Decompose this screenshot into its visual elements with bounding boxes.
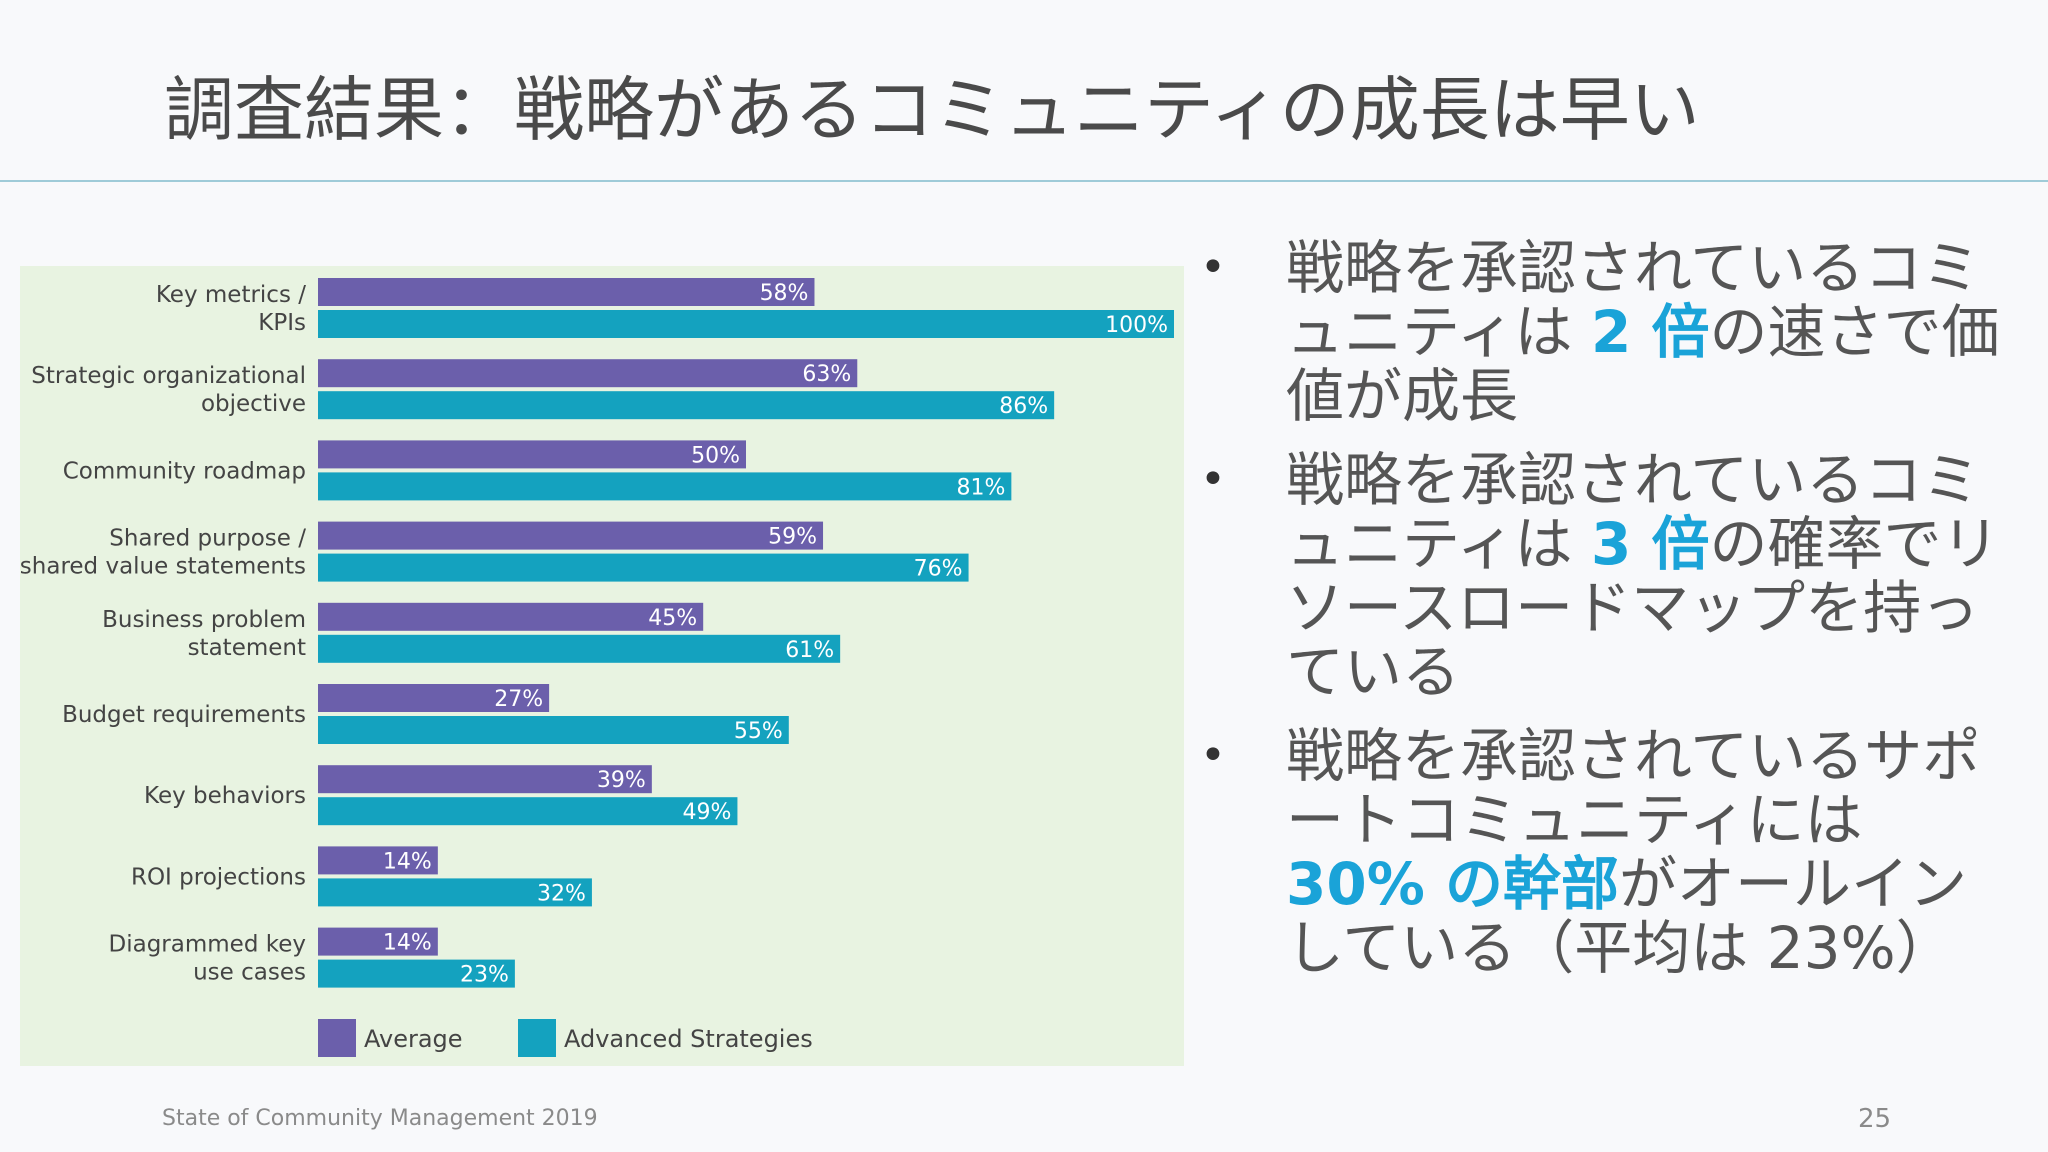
bar-advanced (318, 553, 969, 582)
bar-value-label: 50% (691, 443, 740, 468)
bar-value-label: 32% (537, 881, 586, 906)
bar-advanced (318, 797, 738, 826)
bar-average (318, 440, 746, 469)
bullet-highlight: 2 倍 (1590, 298, 1710, 366)
bar-value-label: 63% (802, 362, 851, 387)
category-label: Community roadmap (63, 458, 306, 484)
bullet-item: • 戦略を承認されているコミュニティは 2 倍の速さで価値が成長 (1190, 236, 2040, 428)
bullet-highlight: 3 倍 (1590, 510, 1710, 578)
bar-average (318, 521, 824, 550)
bullet-highlight: 30% の幹部 (1286, 850, 1620, 918)
title-divider (0, 180, 2048, 182)
category-label: Key behaviors (144, 783, 306, 809)
bullet-dot-icon: • (1200, 242, 1226, 293)
bar-value-label: 76% (914, 557, 963, 582)
bullet-list: • 戦略を承認されているコミュニティは 2 倍の速さで価値が成長 • 戦略を承認… (1190, 236, 2040, 1000)
bar-value-label: 27% (494, 687, 543, 712)
bullet-dot-icon: • (1200, 730, 1226, 781)
bar-advanced (318, 310, 1174, 338)
bar-advanced (318, 634, 841, 663)
bar-value-label: 14% (383, 931, 432, 956)
bar-value-label: 39% (597, 768, 646, 793)
bullet-dot-icon: • (1200, 454, 1226, 505)
bullet-item: • 戦略を承認されているコミュニティは 3 倍の確率でリソースロードマップを持っ… (1190, 448, 2040, 704)
bar-average (318, 278, 815, 306)
category-label: Business problem statement (102, 607, 306, 661)
bullet-text: 戦略を承認されているコミュニティは 3 倍の確率でリソースロードマップを持ってい… (1286, 446, 2000, 706)
bar-advanced (318, 878, 592, 907)
legend-label: Advanced Strategies (564, 1025, 813, 1053)
category-label: Strategic organizational objective (31, 363, 306, 417)
bar-value-label: 23% (460, 963, 509, 988)
bar-value-label: 58% (760, 281, 809, 306)
category-label: Shared purpose / shared value statements (20, 526, 306, 580)
bar-value-label: 45% (648, 606, 697, 631)
bar-value-label: 100% (1105, 313, 1168, 338)
bar-advanced (318, 472, 1012, 501)
bullet-text: 戦略を承認されているコミュニティは 2 倍の速さで価値が成長 (1286, 234, 2000, 430)
legend-swatch (518, 1019, 556, 1057)
bar-average (318, 602, 704, 631)
bar-value-label: 49% (683, 800, 732, 825)
bullet-text: 戦略を承認されているサポートコミュニティには 30% の幹部がオールインしている… (1286, 722, 1981, 982)
bar-average (318, 684, 550, 712)
page-title: 調査結果：戦略があるコミュニティの成長は早い (164, 69, 1700, 151)
bullet-item: • 戦略を承認されているサポートコミュニティには 30% の幹部がオールインして… (1190, 724, 2040, 980)
bar-value-label: 61% (785, 638, 834, 663)
category-label: Budget requirements (62, 702, 306, 728)
bar-average (318, 846, 438, 875)
category-label: Diagrammed key use cases (109, 932, 306, 986)
bar-advanced (318, 959, 515, 988)
footer-source: State of Community Management 2019 (162, 1106, 598, 1131)
bar-average (318, 765, 652, 794)
legend-label: Average (364, 1025, 463, 1053)
category-label: Key metrics / KPIs (156, 282, 306, 336)
bar-value-label: 14% (383, 849, 432, 874)
legend-swatch (318, 1019, 356, 1057)
page-number: 25 (1858, 1104, 1892, 1134)
bar-average (318, 359, 858, 388)
bar-average (318, 927, 438, 956)
category-label: ROI projections (131, 864, 306, 890)
bar-advanced (318, 716, 789, 744)
bar-value-label: 81% (956, 475, 1005, 500)
chart-panel: Key metrics / KPIs 58% 100% Strategic organi… (20, 266, 1184, 1066)
bar-value-label: 59% (768, 525, 817, 550)
bar-value-label: 55% (734, 719, 783, 744)
bar-chart: Key metrics / KPIs 58% 100% Strategic organi… (20, 278, 1174, 1057)
bar-value-label: 86% (999, 394, 1048, 419)
bar-advanced (318, 391, 1055, 420)
